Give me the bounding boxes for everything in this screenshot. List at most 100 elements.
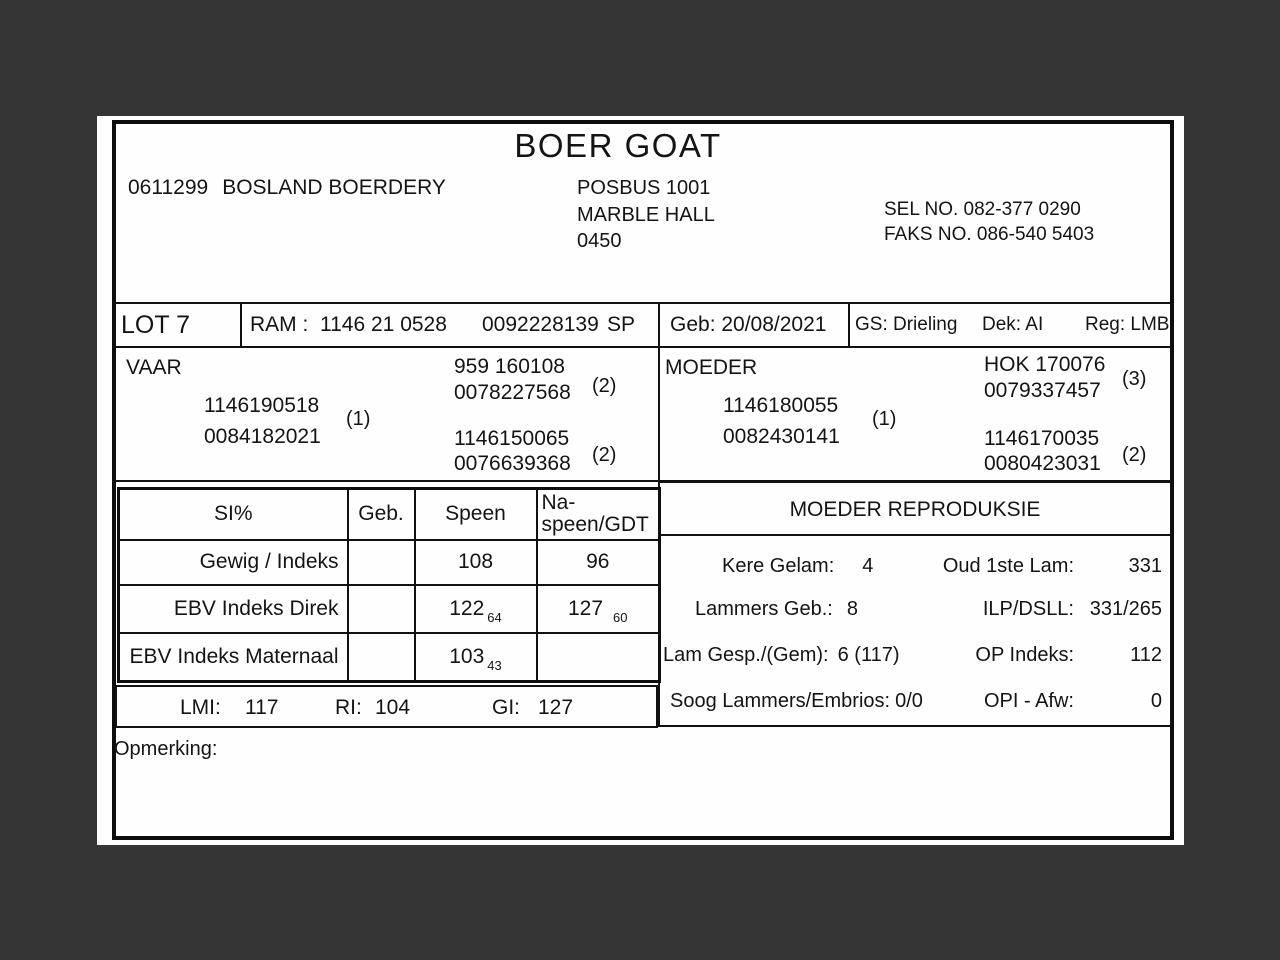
- address-line-3: 0450: [577, 230, 622, 252]
- gi-label: GI:: [492, 696, 521, 719]
- sire-granddam-line1: 1146150065: [454, 427, 570, 450]
- reproduction-row: Kere Gelam: 4 Oud 1ste Lam: 331: [660, 555, 1170, 581]
- member-number: 0611299: [128, 176, 209, 199]
- speen-value: 103 43: [413, 631, 538, 683]
- stat-pair: Oud 1ste Lam: 331: [832, 555, 1162, 578]
- dam-reproduction-box: MOEDER REPRODUKSIE Kere Gelam: 4 Oud 1st…: [658, 481, 1172, 727]
- stat-value: 4: [862, 555, 874, 577]
- sire-grandsire-line1: 959 160108: [454, 355, 565, 378]
- stat-pair: OP Indeks: 112: [832, 644, 1162, 667]
- dam-pedigree: MOEDER 1146180055 0082430141 (1) HOK 170…: [658, 348, 1172, 480]
- selection-index-table: SI% Geb. Speen Na-speen/GDT Gewig / Inde…: [117, 487, 661, 683]
- stat-pair: OPI - Afw: 0: [832, 690, 1162, 713]
- stat-label: Lammers Geb.:: [695, 598, 833, 620]
- address-line-2: MARBLE HALL: [577, 203, 715, 226]
- speen-accuracy: 64: [487, 609, 502, 625]
- stat-pair: Lam Gesp./(Gem): 6 (117): [663, 644, 900, 667]
- table-row: EBV Indeks Maternaal 103 43: [117, 631, 661, 683]
- col-header-naspeen: Na-speen/GDT: [535, 487, 661, 541]
- stat-label: Kere Gelam:: [722, 555, 835, 577]
- birth-date-cell: Geb: 20/08/2021: [658, 304, 848, 346]
- table-row: Gewig / Indeks 108 96: [117, 538, 661, 586]
- dam-id-line2: 0082430141: [723, 425, 840, 448]
- page-title: BOER GOAT: [514, 127, 722, 164]
- sire-id-line1: 1146190518: [204, 394, 320, 417]
- pedigree-section: VAAR 1146190518 0084182021 (1) 959 16010…: [112, 348, 1172, 482]
- lot-number: LOT 7: [121, 310, 191, 339]
- speen-main: 103: [449, 644, 485, 668]
- row-label: Gewig / Indeks: [117, 538, 349, 586]
- ram-suffix: SP: [607, 313, 636, 336]
- speen-value: 108: [413, 538, 538, 586]
- speen-value: 122 64: [413, 583, 538, 634]
- remarks-label: Opmerking:: [114, 738, 218, 760]
- stat-pair: ILP/DSLL: 331/265: [832, 598, 1162, 621]
- birth-date: Geb: 20/08/2021: [670, 313, 827, 336]
- stat-value: 8: [846, 598, 858, 620]
- stat-label: OP Indeks:: [975, 644, 1074, 666]
- reproduction-row: Lam Gesp./(Gem): 6 (117) OP Indeks: 112: [660, 644, 1170, 670]
- gi-value: 127: [538, 696, 574, 719]
- sire-granddam-mark: (2): [592, 444, 617, 466]
- ram-id-cell: RAM : 1146 21 0528 0092228139 SP: [240, 304, 658, 346]
- geb-value: [346, 631, 416, 683]
- stat-value: 0/0: [895, 690, 923, 712]
- dam-granddam-line2: 0080423031: [984, 452, 1101, 475]
- stat-label: Lam Gesp./(Gem):: [663, 644, 829, 666]
- lot-card: BOER GOAT 0611299 BOSLAND BOERDERY POSBU…: [97, 116, 1184, 845]
- sire-grandsire-mark: (2): [592, 375, 617, 397]
- index-summary-box: LMI: 117 RI: 104 GI: 127: [115, 685, 658, 728]
- reproduction-row: Lammers Geb.: 8 ILP/DSLL: 331/265: [660, 598, 1170, 624]
- stat-value: 0: [1150, 690, 1162, 712]
- sire-id-line2: 0084182021: [204, 425, 321, 448]
- lmi-value: 117: [245, 696, 279, 719]
- reproduction-row: Soog Lammers/Embrios: 0/0 OPI - Afw: 0: [660, 690, 1170, 716]
- mating-type: Dek: AI: [982, 314, 1044, 335]
- naspeen-value: 127 60: [535, 583, 661, 634]
- address-line-1: POSBUS 1001: [577, 177, 711, 199]
- stat-label: Soog Lammers/Embrios:: [670, 690, 891, 712]
- stat-pair: Lammers Geb.: 8: [695, 598, 858, 621]
- table-header-row: SI% Geb. Speen Na-speen/GDT: [117, 487, 661, 541]
- geb-value: [346, 538, 416, 586]
- stat-value: 6 (117): [837, 644, 900, 666]
- reproduction-title: MOEDER REPRODUKSIE: [660, 483, 1170, 536]
- stat-pair: Kere Gelam: 4: [722, 555, 873, 578]
- sire-grandsire-line2: 0078227568: [454, 381, 571, 404]
- dam-grandsire-line2: 0079337457: [984, 379, 1101, 402]
- lmi-label: LMI:: [180, 696, 221, 719]
- ri-label: RI:: [335, 696, 362, 719]
- stat-label: ILP/DSLL:: [982, 598, 1074, 620]
- dam-granddam-mark: (2): [1122, 444, 1147, 466]
- dam-mark: (1): [872, 408, 897, 430]
- stat-label: Oud 1ste Lam:: [942, 555, 1074, 577]
- ri-value: 104: [375, 696, 411, 719]
- geb-value: [346, 583, 416, 634]
- birth-status-cell: GS: Drieling Dek: AI Reg: LMB: [848, 304, 1172, 346]
- postal-address: POSBUS 1001 MARBLE HALL 0450: [577, 175, 715, 255]
- sire-pedigree: VAAR 1146190518 0084182021 (1) 959 16010…: [112, 348, 658, 480]
- stat-value: 331: [1128, 555, 1162, 577]
- row-label: EBV Indeks Direk: [117, 583, 349, 634]
- stat-label: OPI - Afw:: [983, 690, 1074, 712]
- col-header-geb: Geb.: [346, 487, 416, 541]
- dam-label: MOEDER: [665, 356, 758, 379]
- dam-grandsire-line1: HOK 170076: [984, 353, 1106, 376]
- row-label: EBV Indeks Maternaal: [117, 631, 349, 683]
- birth-status: GS: Drieling: [855, 314, 958, 335]
- col-header-si: SI%: [117, 487, 349, 541]
- table-row: EBV Indeks Direk 122 64 127 60: [117, 583, 661, 634]
- naspeen-accuracy: 60: [613, 609, 628, 625]
- dam-id-line1: 1146180055: [723, 394, 839, 417]
- naspeen-value: 96: [535, 538, 661, 586]
- registration: Reg: LMB: [1085, 314, 1170, 335]
- naspeen-value: [535, 631, 661, 683]
- dam-granddam-line1: 1146170035: [984, 427, 1100, 450]
- sire-granddam-line2: 0076639368: [454, 452, 571, 475]
- col-header-speen: Speen: [413, 487, 538, 541]
- speen-main: 122: [449, 596, 485, 620]
- stat-value: 331/265: [1089, 598, 1162, 620]
- breeder-line: 0611299 BOSLAND BOERDERY: [128, 176, 446, 200]
- ram-id: RAM : 1146 21 0528: [250, 313, 447, 336]
